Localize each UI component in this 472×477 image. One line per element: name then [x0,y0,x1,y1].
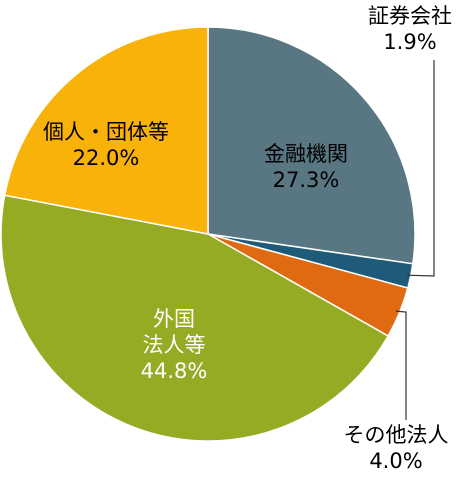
slice-value-4: 22.0% [73,146,140,170]
slice-value-0: 27.3% [273,168,340,192]
slice-value-1: 1.9% [383,30,436,54]
leader-line-1 [406,60,435,277]
slice-label-2-line-0: その他法人 [344,423,449,447]
slice-label-1-line-0: 証券会社 [368,4,452,28]
slice-label-3-line-0: 外国 [153,307,195,331]
leader-line-2 [395,310,407,420]
pie-slice-0 [207,26,416,265]
slice-value-2: 4.0% [369,449,422,473]
slice-label-0-line-0: 金融機関 [264,142,348,166]
slice-label-4-line-0: 個人・団体等 [43,120,169,144]
slice-label-3-line-1: 法人等 [143,333,206,357]
slice-value-3: 44.8% [141,359,208,383]
pie-slice-3 [0,194,390,442]
pie-slice-4 [3,26,209,235]
